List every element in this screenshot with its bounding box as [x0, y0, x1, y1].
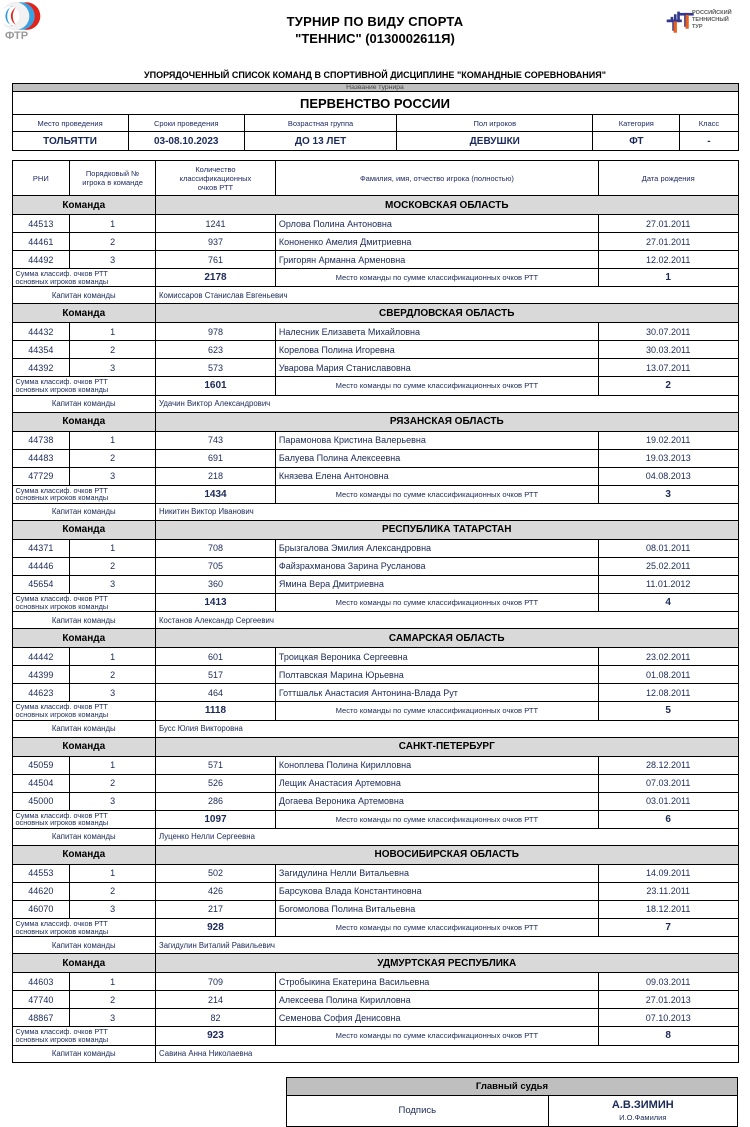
- svg-text:ТУР: ТУР: [692, 24, 703, 30]
- svg-text:РОССИЙСКИЙ: РОССИЙСКИЙ: [692, 8, 732, 16]
- svg-text:ТЕННИСНЫЙ: ТЕННИСНЫЙ: [692, 15, 729, 23]
